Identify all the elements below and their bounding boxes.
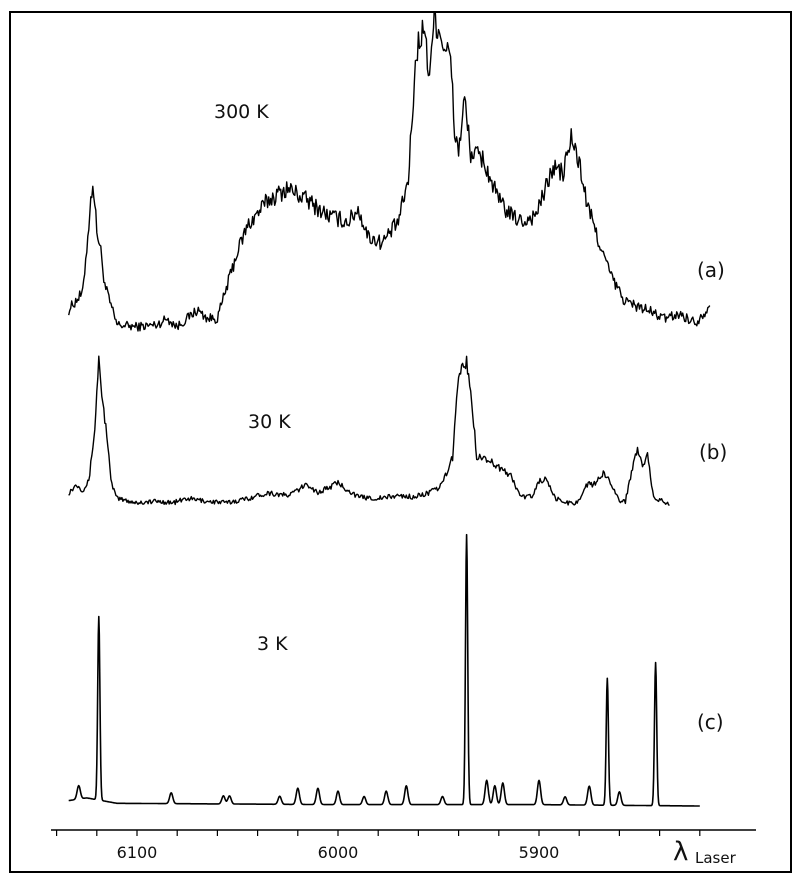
figure-frame: 300 K (a) 30 K (b) 3 K (c) 6100 6000 5900 … — [9, 11, 792, 873]
x-axis: 6100 6000 5900 λ Laser — [51, 829, 756, 867]
x-tick-label-5900: 5900 — [519, 843, 560, 862]
series-label-30k: 30 K — [248, 411, 291, 433]
series-label-3k: 3 K — [257, 633, 288, 655]
x-tick-label-6100: 6100 — [117, 843, 158, 862]
series-line-300k — [68, 13, 711, 332]
x-axis-label-symbol: λ — [673, 837, 688, 867]
panel-label-a: (a) — [697, 258, 725, 282]
panel-label-b: (b) — [699, 440, 727, 464]
x-axis-label-subscript: Laser — [695, 849, 737, 867]
x-tick-label-6000: 6000 — [318, 843, 359, 862]
panel-label-c: (c) — [697, 710, 724, 734]
series-line-3k — [68, 533, 701, 807]
series-label-300k: 300 K — [214, 101, 269, 123]
spectra-plot: 300 K (a) 30 K (b) 3 K (c) 6100 6000 5900 … — [51, 13, 756, 867]
series-line-30k — [68, 355, 670, 506]
